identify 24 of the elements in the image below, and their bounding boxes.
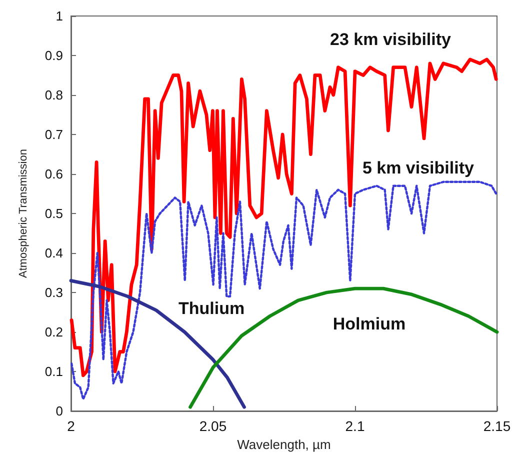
y-tick-label: 0.9	[44, 48, 63, 63]
series-label: Thulium	[178, 298, 245, 318]
y-tick-label: 0	[56, 404, 63, 418]
series-label: 23 km visibility	[330, 30, 452, 50]
line-series	[70, 180, 498, 400]
y-tick-label: 0.2	[44, 324, 63, 340]
y-tick-label: 0.5	[44, 206, 63, 221]
y-tick-label: 1	[56, 8, 63, 24]
x-tick-label: 2.15	[483, 418, 511, 434]
y-axis-title: Atmospheric Transmission	[18, 149, 30, 278]
x-axis-title: Wavelength, µm	[237, 436, 331, 452]
series-label: 5 km visibility	[362, 158, 474, 178]
line-series	[70, 58, 498, 378]
x-tick-label: 2.05	[199, 418, 227, 434]
x-tick-label: 2	[67, 418, 76, 434]
series-label: Holmium	[332, 314, 406, 334]
y-tick-label: 0.1	[44, 364, 63, 379]
y-tick-label: 0.8	[44, 88, 63, 102]
y-tick-label: 0.3	[44, 285, 63, 300]
y-tick-label: 0.6	[44, 166, 63, 182]
line-series	[69, 278, 246, 409]
y-tick-label: 0.4	[44, 246, 63, 260]
y-tick-label: 0.7	[44, 127, 63, 142]
x-tick-label: 2.1	[345, 418, 365, 434]
